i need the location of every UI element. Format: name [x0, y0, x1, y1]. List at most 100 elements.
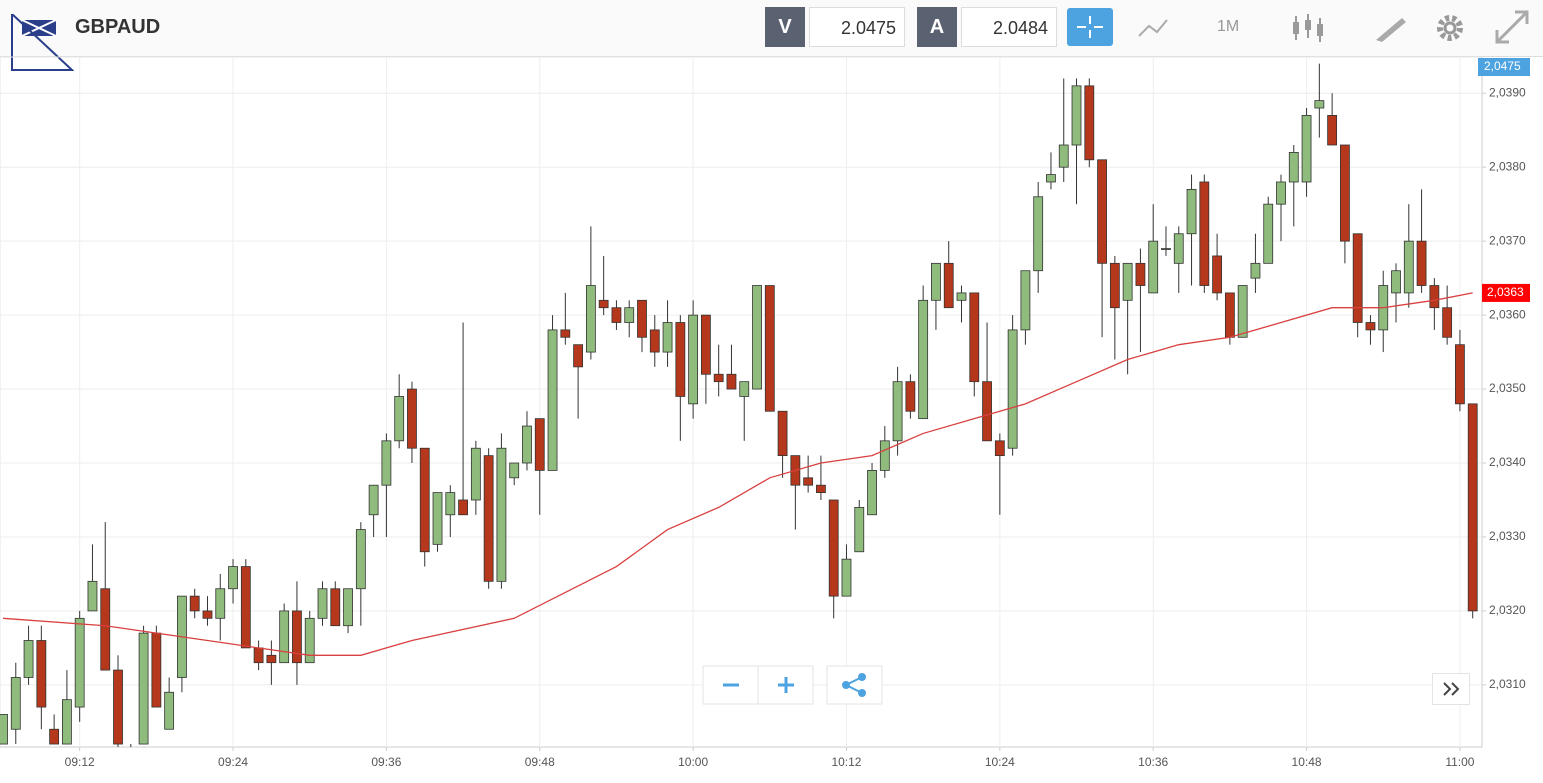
candle-body: [74, 617, 85, 708]
candle-body: [547, 329, 558, 471]
candle-body: [1007, 329, 1018, 449]
candle-body: [764, 285, 775, 412]
candle-body: [1237, 285, 1248, 338]
candle-body: [0, 714, 8, 745]
candle-body: [585, 285, 596, 353]
candle-body: [1148, 240, 1159, 294]
candle-body: [1109, 262, 1120, 309]
candle-body: [215, 588, 226, 619]
candle-body: [892, 381, 903, 442]
candle-body: [1199, 181, 1210, 286]
toolbar: GBPAUD V 2.0475 A 2.0484 1M: [0, 0, 1543, 71]
sell-price[interactable]: 2.0475: [809, 7, 905, 47]
candle-body: [598, 299, 609, 309]
expand-button[interactable]: [1493, 8, 1533, 48]
candle-body: [228, 566, 238, 590]
candle-button[interactable]: [1288, 8, 1328, 48]
candle-body: [368, 484, 379, 516]
candle-body: [777, 410, 788, 457]
y-tick-label: 2,0360: [1489, 307, 1526, 321]
candle-body: [189, 595, 200, 612]
candle-body: [330, 588, 341, 627]
draw-button[interactable]: [1372, 8, 1412, 48]
y-tick-label: 2,0310: [1489, 677, 1526, 691]
candle-body: [1365, 322, 1376, 331]
candle-body: [1058, 144, 1069, 168]
candle-body: [23, 640, 34, 678]
scroll-right-button[interactable]: [1432, 673, 1470, 705]
line-tag-label: 2,0363: [1487, 285, 1524, 299]
candle-body: [828, 499, 839, 597]
candle-body: [918, 299, 929, 420]
candle-body: [854, 506, 865, 553]
share-box[interactable]: [826, 665, 883, 705]
candle-body: [560, 329, 571, 338]
candle-body: [100, 588, 111, 671]
candle-body: [943, 262, 954, 309]
y-tick-label: 2,0390: [1489, 85, 1526, 99]
candle-body: [381, 440, 392, 486]
x-tick-label: 09:36: [371, 755, 401, 769]
moving-average: [2, 292, 1473, 656]
candle-body: [1429, 285, 1440, 309]
line-tag: [1482, 283, 1530, 302]
candle-body: [662, 322, 673, 353]
candle-body: [688, 314, 699, 405]
buy-price[interactable]: 2.0484: [961, 7, 1057, 47]
crosshair-button[interactable]: [1067, 8, 1113, 46]
price-tag-label: 2,0475: [1484, 59, 1521, 73]
candle-body: [240, 566, 251, 649]
candle-body: [1161, 248, 1171, 250]
candle-body: [956, 292, 967, 301]
candle-body: [994, 440, 1005, 457]
candle-body: [419, 447, 430, 553]
symbol: GBPAUD: [75, 16, 161, 38]
candle-body: [522, 425, 532, 464]
candle-body: [713, 373, 724, 383]
candle-body: [879, 440, 890, 471]
candle-body: [1135, 262, 1146, 286]
candle-body: [470, 447, 481, 501]
candle-body: [1391, 270, 1401, 294]
sell-label[interactable]: V: [765, 7, 805, 47]
candle-body: [253, 647, 264, 664]
candle-body: [151, 632, 162, 708]
candle-body: [394, 396, 405, 442]
candle-body: [1455, 344, 1465, 405]
candle-body: [1263, 203, 1274, 264]
candle-body: [931, 262, 941, 301]
candle-body: [266, 654, 277, 664]
candle-body: [36, 640, 47, 708]
timeframe[interactable]: 1M: [1217, 18, 1240, 35]
candle-body: [62, 699, 72, 745]
price-tag: [1478, 58, 1530, 76]
zoom-in[interactable]: [778, 677, 794, 693]
candle-body: [458, 499, 468, 516]
candle-body: [1173, 233, 1184, 264]
candle-body: [126, 751, 135, 758]
candle-body: [675, 322, 686, 397]
y-tick-label: 2,0380: [1489, 159, 1526, 173]
chart-type-button[interactable]: [1135, 8, 1175, 48]
x-tick-label: 10:36: [1138, 755, 1168, 769]
candle-body: [1288, 152, 1299, 183]
candle-body: [1327, 115, 1338, 146]
settings-button[interactable]: [1432, 8, 1472, 48]
candle-body: [1276, 181, 1286, 205]
candle-body: [1212, 255, 1222, 294]
candle-body: [292, 610, 302, 664]
candle-body: [279, 610, 290, 664]
candle-body: [1301, 115, 1312, 183]
candle-body: [1403, 240, 1414, 294]
candles: [0, 63, 1478, 758]
candle-body: [509, 462, 520, 479]
candle-body: [1020, 270, 1031, 331]
candle-body: [649, 329, 660, 353]
candle-body: [1224, 292, 1235, 338]
x-tick-label: 10:00: [678, 755, 708, 769]
y-tick-label: 2,0320: [1489, 603, 1526, 617]
x-tick-label: 10:48: [1292, 755, 1322, 769]
candle-body: [1033, 196, 1044, 272]
candle-body: [304, 617, 315, 664]
buy-label[interactable]: A: [917, 7, 957, 47]
